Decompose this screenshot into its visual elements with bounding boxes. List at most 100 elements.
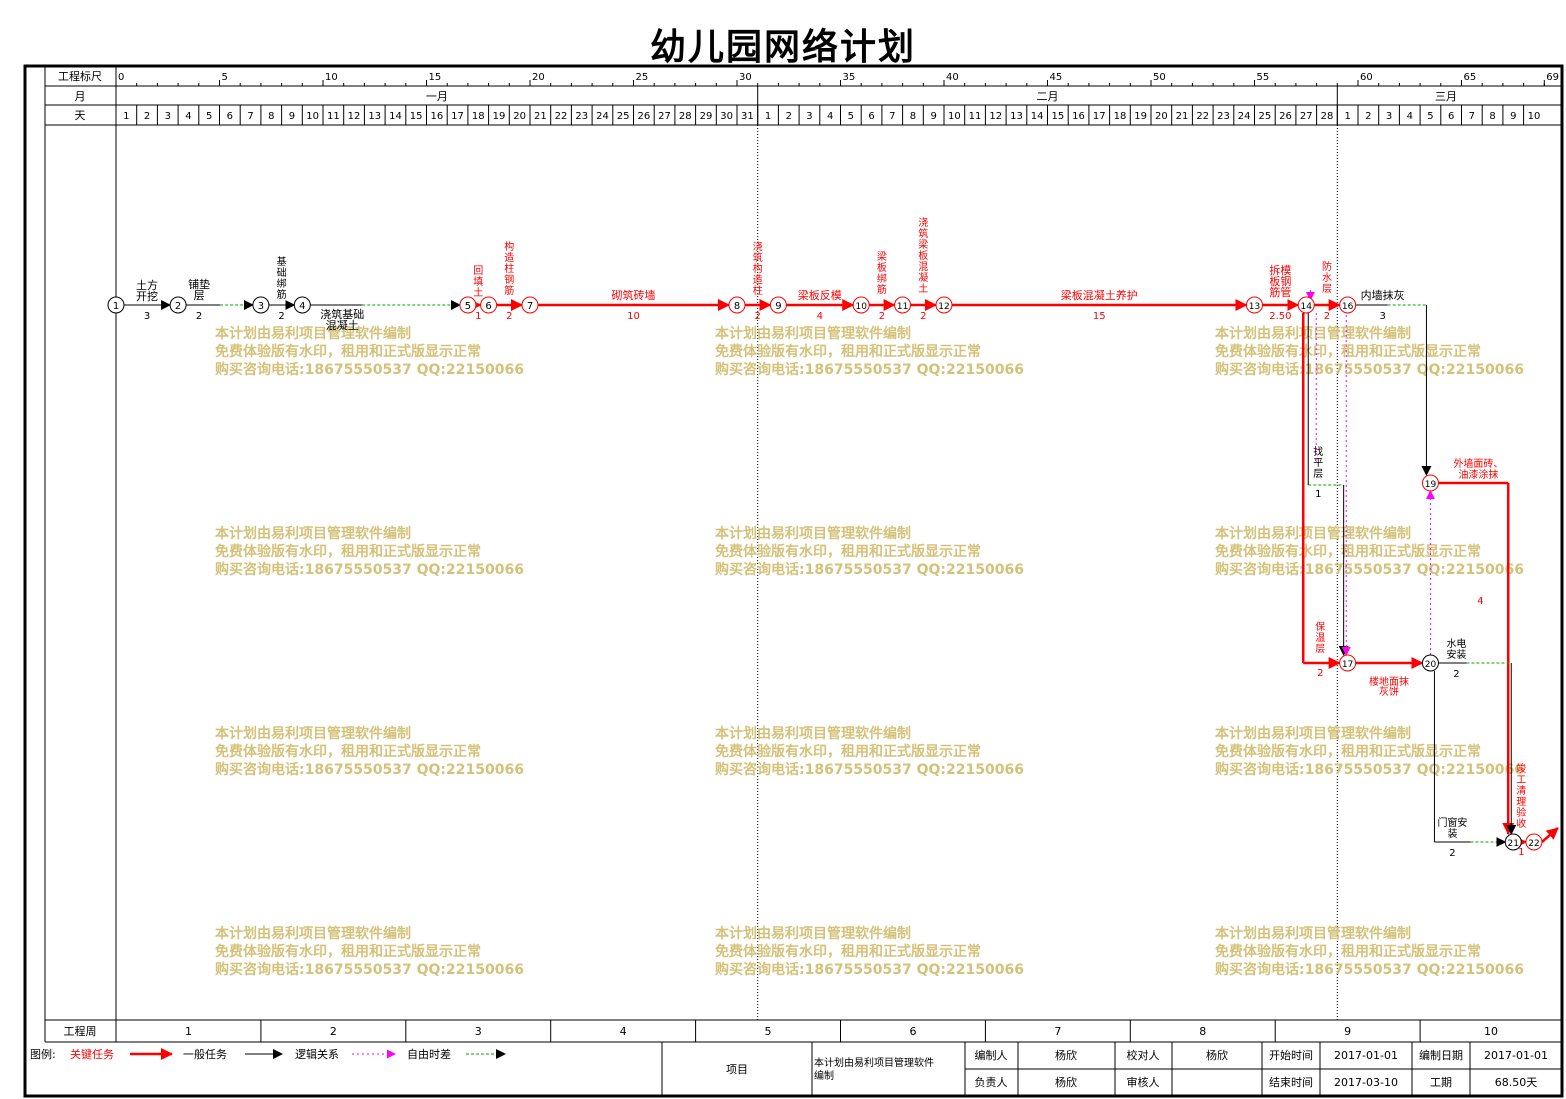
watermark-text: 免费体验版有水印，租用和正式版显示正常 xyxy=(1215,743,1481,760)
day-number: 4 xyxy=(1407,111,1413,122)
info-cell: 2017-01-01 xyxy=(1484,1049,1548,1062)
ruler-tick-label: 0 xyxy=(118,72,124,83)
task-name: 层 xyxy=(1315,643,1325,655)
ruler-tick-label: 50 xyxy=(1153,72,1166,83)
info-cell: 编制日期 xyxy=(1419,1048,1463,1062)
info-cell: 校对人 xyxy=(1127,1048,1160,1062)
day-number: 7 xyxy=(247,111,253,122)
task-name: 清 xyxy=(1516,784,1526,797)
watermark-text: 本计划由易利项目管理软件编制 xyxy=(715,525,911,542)
ruler-tick-label: 45 xyxy=(1050,72,1063,83)
info-cell: 2017-01-01 xyxy=(1334,1049,1398,1062)
task-duration: 2 xyxy=(278,311,284,322)
day-number: 6 xyxy=(1448,111,1454,122)
task-name: 筑 xyxy=(753,251,763,264)
task-name: 内墙抹灰 xyxy=(1361,288,1405,302)
node-label: 12 xyxy=(938,302,949,312)
watermark-text: 免费体验版有水印，租用和正式版显示正常 xyxy=(215,543,481,560)
task-name: 外墙面砖、 xyxy=(1453,457,1503,470)
day-number: 18 xyxy=(472,111,485,122)
info-cell: 68.50天 xyxy=(1495,1076,1538,1089)
task-name: 土方 xyxy=(136,278,158,292)
day-number: 8 xyxy=(268,111,274,122)
watermark-text: 购买咨询电话:18675550537 QQ:22150066 xyxy=(715,561,1024,578)
node-label: 5 xyxy=(465,301,471,312)
node-label: 3 xyxy=(258,301,264,312)
task-name: 层 xyxy=(194,289,205,302)
node-5 xyxy=(459,296,477,314)
task-name: 层 xyxy=(1313,468,1323,480)
day-number: 17 xyxy=(1093,111,1106,122)
task-name: 温 xyxy=(1315,632,1325,644)
task-duration: 1 xyxy=(1315,489,1321,500)
task-duration: 2 xyxy=(1317,668,1323,679)
task-duration: 1 xyxy=(475,311,481,322)
task-duration: 1 xyxy=(1518,847,1524,858)
node-16 xyxy=(1339,296,1357,314)
watermark-text: 免费体验版有水印，租用和正式版显示正常 xyxy=(715,543,981,560)
week-number: 10 xyxy=(1484,1025,1498,1038)
task-name: 筑 xyxy=(918,227,928,240)
day-number: 4 xyxy=(185,111,191,122)
task-name: 混凝土 xyxy=(326,318,359,332)
ruler-tick-label: 55 xyxy=(1257,72,1270,83)
day-number: 14 xyxy=(1031,111,1044,122)
node-10 xyxy=(852,296,870,314)
watermark-text: 购买咨询电话:18675550537 QQ:22150066 xyxy=(1215,961,1524,978)
day-number: 14 xyxy=(389,111,402,122)
node-label: 16 xyxy=(1342,302,1354,312)
day-number: 9 xyxy=(930,111,936,122)
day-number: 31 xyxy=(741,111,754,122)
watermark-text: 免费体验版有水印，租用和正式版显示正常 xyxy=(215,943,481,960)
day-number: 1 xyxy=(123,111,129,122)
day-number: 7 xyxy=(1469,111,1475,122)
ruler-tick-label: 69 xyxy=(1546,72,1559,83)
week-number: 1 xyxy=(185,1025,192,1038)
week-number: 6 xyxy=(909,1025,916,1038)
week-number: 8 xyxy=(1199,1025,1206,1038)
day-number: 1 xyxy=(1344,111,1350,122)
day-number: 9 xyxy=(1510,111,1516,122)
task-name: 凝 xyxy=(918,272,928,284)
node-14 xyxy=(1297,296,1315,314)
day-number: 10 xyxy=(948,111,961,122)
task-name: 土 xyxy=(473,286,483,299)
task-duration: 2 xyxy=(1324,311,1330,322)
task-name: 收 xyxy=(1516,817,1526,830)
node-22 xyxy=(1525,833,1543,851)
task-duration: 2 xyxy=(196,311,202,322)
ruler-tick-label: 65 xyxy=(1464,72,1477,83)
day-number: 2 xyxy=(144,111,150,122)
watermark-text: 本计划由易利项目管理软件编制 xyxy=(1215,925,1411,942)
task-name: 基 xyxy=(277,255,287,268)
day-number: 27 xyxy=(658,111,671,122)
watermark-text: 本计划由易利项目管理软件编制 xyxy=(715,325,911,342)
task-duration: 4 xyxy=(817,311,823,322)
task-name: 平 xyxy=(1313,458,1323,469)
watermark-text: 本计划由易利项目管理软件编制 xyxy=(215,325,411,342)
task-duration: 3 xyxy=(144,311,150,322)
watermark-text: 免费体验版有水印，租用和正式版显示正常 xyxy=(1215,343,1481,360)
task-name: 水 xyxy=(1322,272,1332,284)
day-number: 4 xyxy=(827,111,833,122)
node-4 xyxy=(293,296,311,314)
task-name: 板 xyxy=(918,249,928,262)
day-number: 9 xyxy=(289,111,295,122)
day-number: 25 xyxy=(617,111,630,122)
week-number: 4 xyxy=(620,1025,627,1038)
day-number: 16 xyxy=(430,111,443,122)
day-number: 2 xyxy=(786,111,792,122)
day-number: 21 xyxy=(1176,111,1189,122)
legend-logic-label: 逻辑关系 xyxy=(295,1047,339,1061)
node-label: 22 xyxy=(1528,839,1539,849)
task-duration: 2 xyxy=(879,311,885,322)
node-label: 9 xyxy=(775,301,781,312)
task-name: 验 xyxy=(1516,806,1526,819)
node-20 xyxy=(1421,654,1439,672)
legend-float-label: 自由时差 xyxy=(407,1047,451,1061)
task-name: 梁板混凝土养护 xyxy=(1061,288,1138,302)
node-label: 7 xyxy=(527,301,533,312)
day-number: 22 xyxy=(555,111,568,122)
day-number: 5 xyxy=(848,111,854,122)
